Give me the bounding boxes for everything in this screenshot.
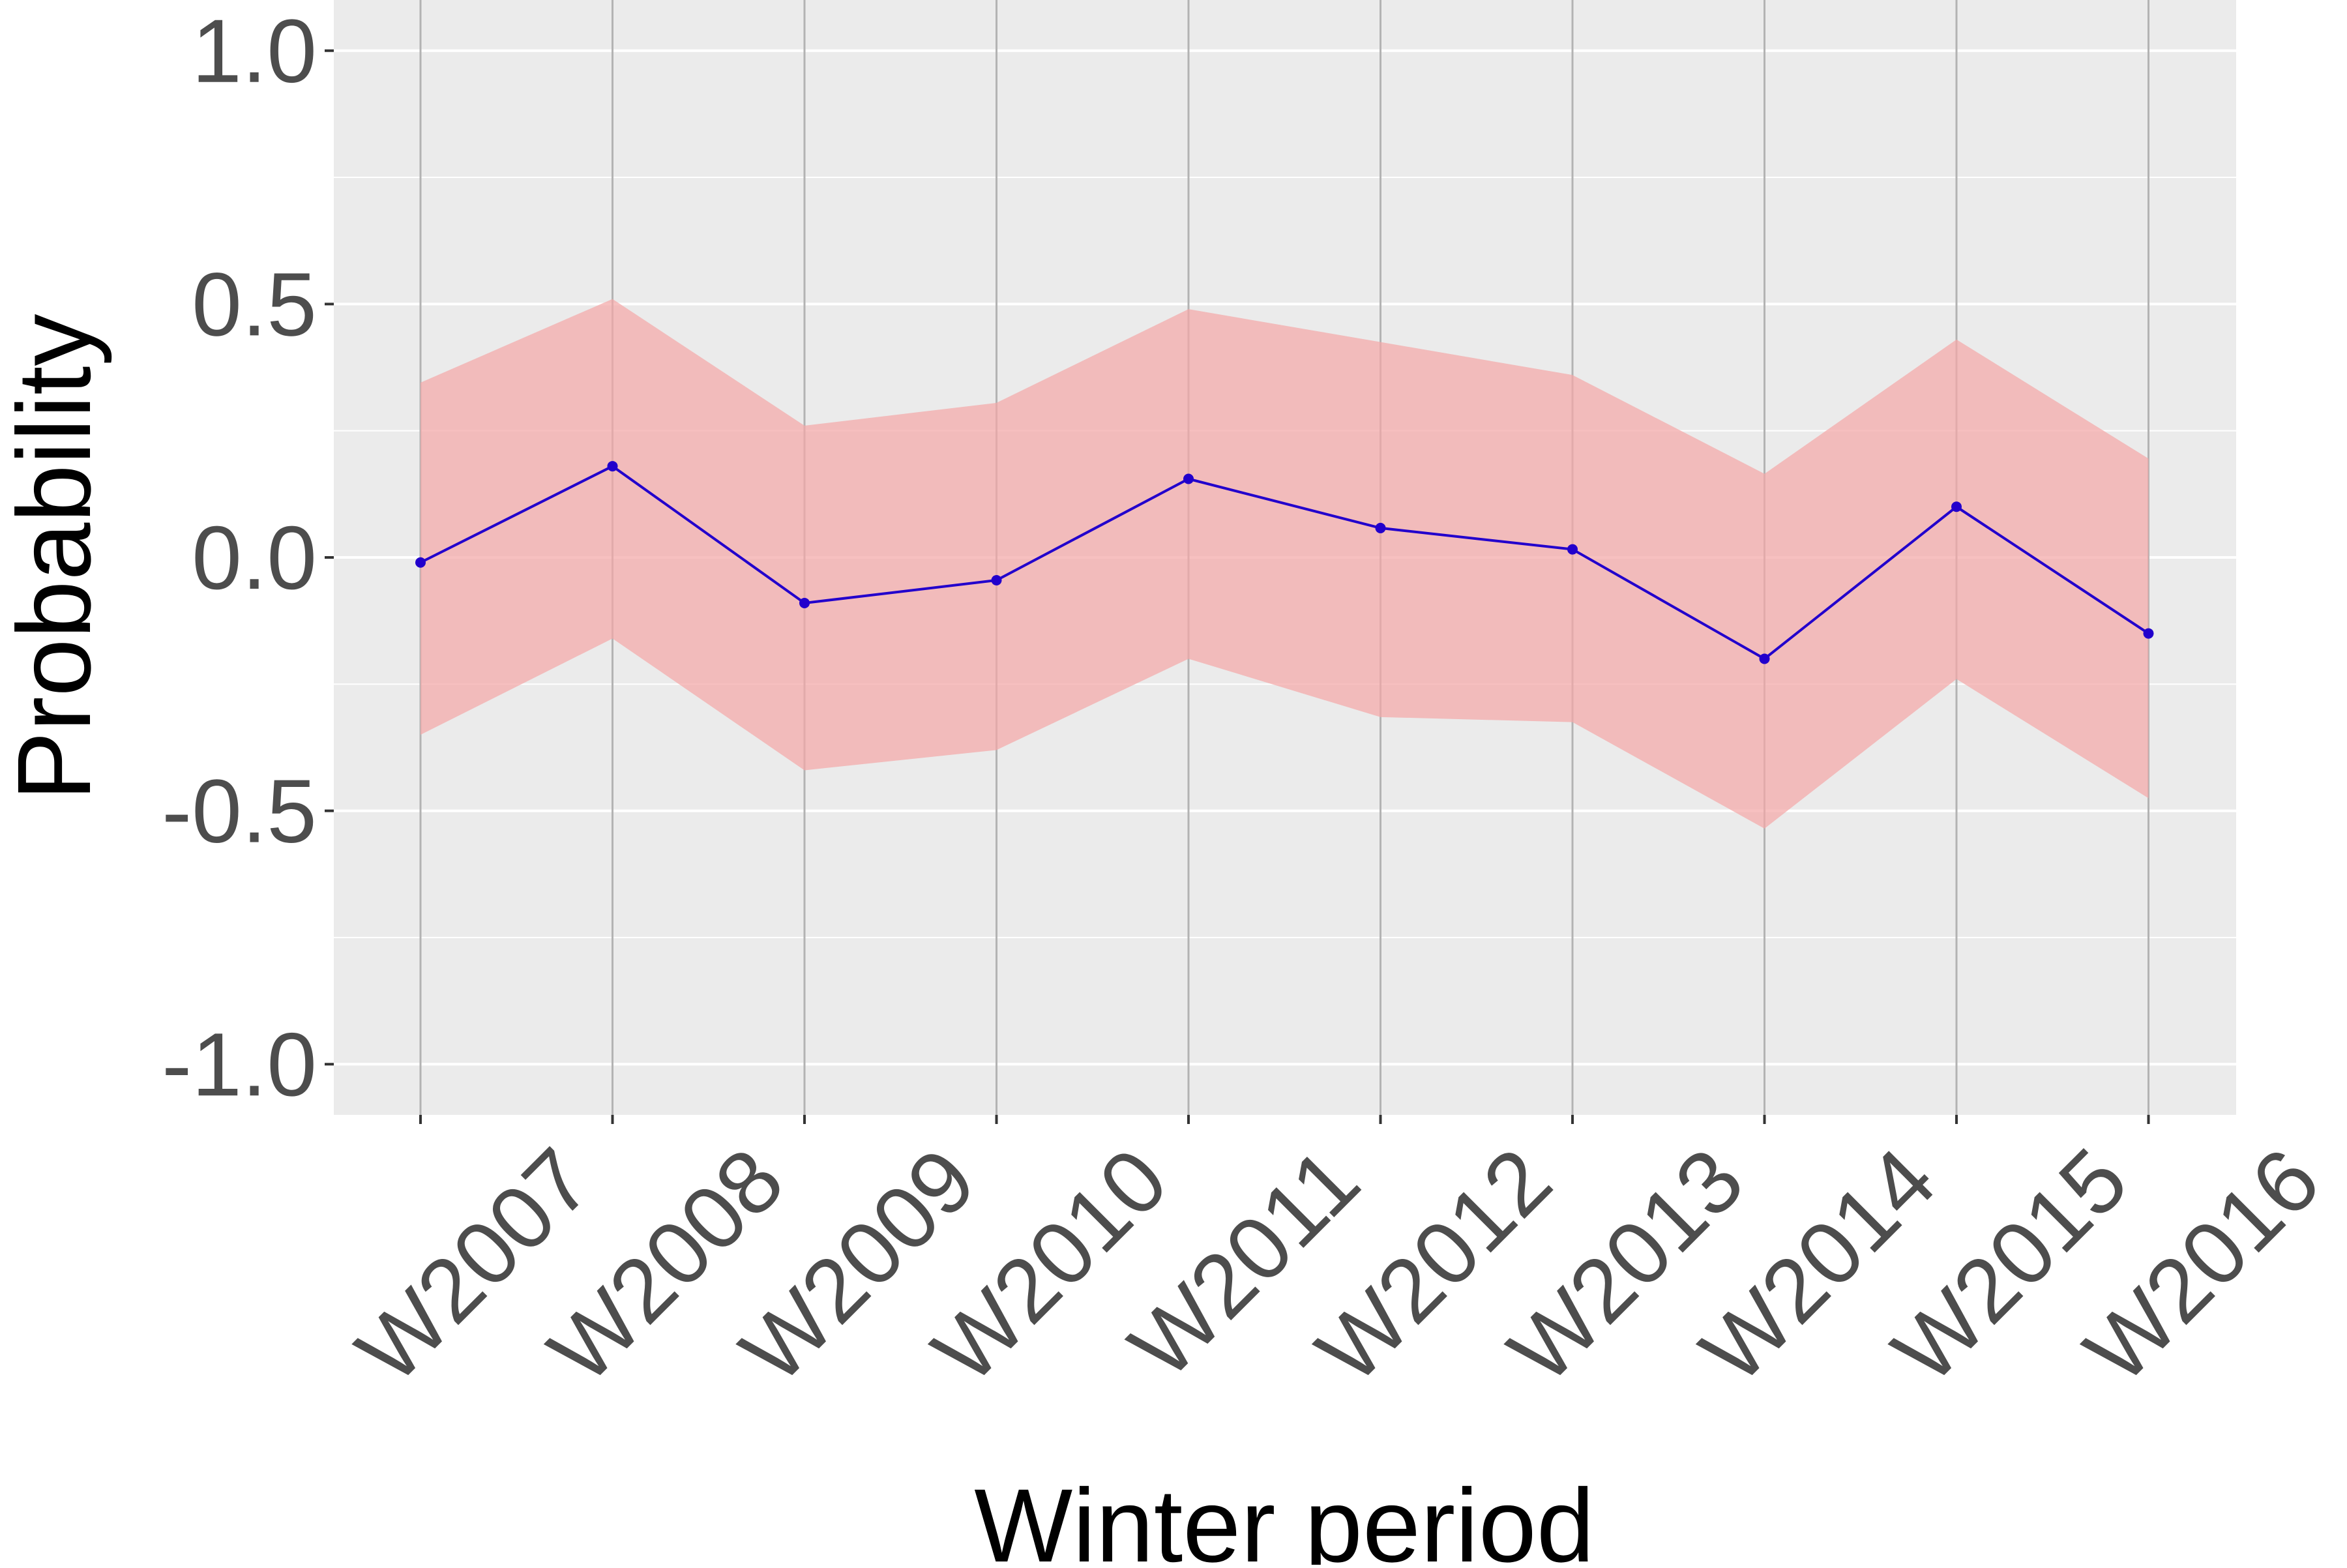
y-tick-label: -1.0: [162, 1014, 317, 1115]
series-line-layer: [420, 464, 2149, 660]
x-axis-ticks: [419, 1115, 2150, 1124]
y-tick-label: 0.0: [192, 508, 317, 608]
data-point: [991, 574, 1002, 585]
confidence-band: [421, 299, 2149, 829]
series-line: [420, 464, 2149, 660]
data-point: [1567, 544, 1578, 555]
data-point: [1183, 473, 1194, 484]
data-point: [799, 597, 810, 608]
x-axis-tick-labels: W2007W2008W2009W2010W2011W2012W2013W2014…: [338, 1129, 2339, 1402]
series-point-layer: [415, 461, 2154, 664]
y-tick-label: 0.5: [192, 254, 317, 355]
data-point: [415, 557, 426, 568]
y-axis-tick-labels: -1.0 -0.5 0.0 0.5 1.0: [162, 1, 317, 1116]
confidence-band-layer: [421, 299, 2149, 829]
y-axis-ticks: [325, 49, 334, 1066]
data-point: [1375, 522, 1386, 533]
y-axis-title: Probability: [0, 314, 112, 801]
y-tick-label: -0.5: [162, 762, 317, 862]
y-tick-label: 1.0: [192, 1, 317, 102]
x-axis-title: Winter period: [974, 1467, 1594, 1565]
data-point: [1759, 653, 1770, 664]
data-point: [2143, 628, 2154, 639]
data-point: [1951, 501, 1962, 512]
data-point: [607, 461, 618, 472]
